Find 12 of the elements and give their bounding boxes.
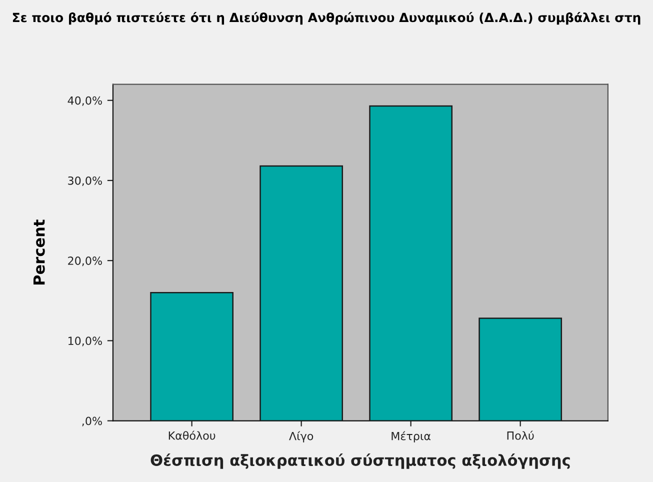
y-tick-label: ,0% bbox=[82, 416, 102, 426]
y-axis-title: Percent bbox=[33, 220, 45, 285]
y-tick-label: 30,0% bbox=[68, 176, 102, 186]
chart-title: Σε ποιο βαθμό πιστεύετε ότι η Διεύθυνση Ανθρώπινου Δυναμικού (Δ.Α.Δ.) συμβάλλει στη bbox=[12, 12, 640, 25]
y-tick-label: 10,0% bbox=[68, 336, 102, 346]
x-tick-label: Πολύ bbox=[507, 430, 534, 440]
x-tick-label: Καθόλου bbox=[168, 430, 216, 440]
x-tick-label: Λίγο bbox=[289, 431, 314, 442]
x-axis-title: Θέσπιση αξιοκρατικού σύστηματος αξιολόγησης bbox=[150, 454, 570, 469]
y-tick-label: 20,0% bbox=[68, 256, 102, 266]
x-tick-label: Μέτρια bbox=[392, 431, 431, 442]
y-tick-label: 40,0% bbox=[68, 96, 102, 106]
